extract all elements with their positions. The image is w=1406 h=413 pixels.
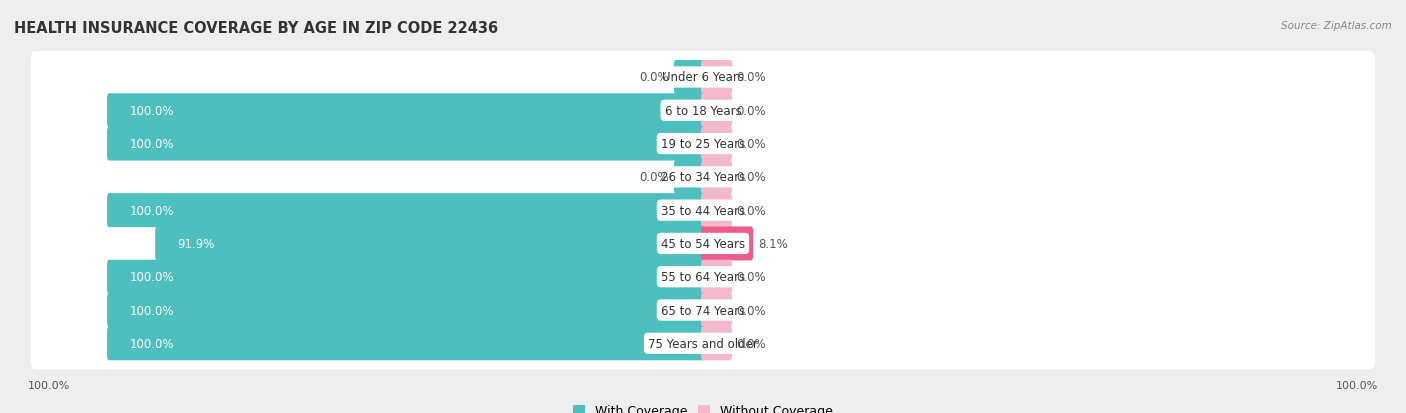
- FancyBboxPatch shape: [673, 161, 704, 195]
- FancyBboxPatch shape: [673, 61, 704, 95]
- FancyBboxPatch shape: [702, 227, 754, 261]
- Text: 55 to 64 Years: 55 to 64 Years: [661, 271, 745, 284]
- Text: 0.0%: 0.0%: [640, 171, 669, 184]
- Text: 8.1%: 8.1%: [758, 237, 787, 250]
- FancyBboxPatch shape: [107, 327, 704, 361]
- FancyBboxPatch shape: [702, 194, 733, 228]
- Text: Under 6 Years: Under 6 Years: [662, 71, 744, 84]
- Text: 0.0%: 0.0%: [737, 171, 766, 184]
- Text: 0.0%: 0.0%: [737, 71, 766, 84]
- FancyBboxPatch shape: [107, 94, 704, 128]
- FancyBboxPatch shape: [702, 161, 733, 195]
- Text: 0.0%: 0.0%: [737, 304, 766, 317]
- FancyBboxPatch shape: [107, 194, 704, 228]
- Text: Source: ZipAtlas.com: Source: ZipAtlas.com: [1281, 21, 1392, 31]
- FancyBboxPatch shape: [31, 318, 1375, 369]
- Text: 35 to 44 Years: 35 to 44 Years: [661, 204, 745, 217]
- FancyBboxPatch shape: [31, 218, 1375, 270]
- Text: 75 Years and older: 75 Years and older: [648, 337, 758, 350]
- FancyBboxPatch shape: [702, 260, 733, 294]
- FancyBboxPatch shape: [31, 285, 1375, 336]
- FancyBboxPatch shape: [31, 185, 1375, 237]
- FancyBboxPatch shape: [702, 61, 733, 95]
- FancyBboxPatch shape: [155, 227, 704, 261]
- FancyBboxPatch shape: [31, 85, 1375, 137]
- FancyBboxPatch shape: [702, 94, 733, 128]
- Text: 26 to 34 Years: 26 to 34 Years: [661, 171, 745, 184]
- Text: 100.0%: 100.0%: [28, 380, 70, 390]
- Text: 0.0%: 0.0%: [737, 204, 766, 217]
- Text: 91.9%: 91.9%: [177, 237, 215, 250]
- Text: 100.0%: 100.0%: [129, 304, 174, 317]
- FancyBboxPatch shape: [107, 260, 704, 294]
- Text: 65 to 74 Years: 65 to 74 Years: [661, 304, 745, 317]
- Text: 0.0%: 0.0%: [640, 71, 669, 84]
- FancyBboxPatch shape: [702, 127, 733, 161]
- FancyBboxPatch shape: [107, 127, 704, 161]
- Text: 45 to 54 Years: 45 to 54 Years: [661, 237, 745, 250]
- Text: 19 to 25 Years: 19 to 25 Years: [661, 138, 745, 151]
- Text: 100.0%: 100.0%: [1336, 380, 1378, 390]
- FancyBboxPatch shape: [702, 327, 733, 361]
- Text: 0.0%: 0.0%: [737, 337, 766, 350]
- Text: 0.0%: 0.0%: [737, 138, 766, 151]
- Text: 100.0%: 100.0%: [129, 271, 174, 284]
- Text: 100.0%: 100.0%: [129, 337, 174, 350]
- Text: 100.0%: 100.0%: [129, 138, 174, 151]
- FancyBboxPatch shape: [31, 52, 1375, 104]
- Text: 6 to 18 Years: 6 to 18 Years: [665, 104, 741, 117]
- Text: HEALTH INSURANCE COVERAGE BY AGE IN ZIP CODE 22436: HEALTH INSURANCE COVERAGE BY AGE IN ZIP …: [14, 21, 498, 36]
- FancyBboxPatch shape: [31, 251, 1375, 303]
- Legend: With Coverage, Without Coverage: With Coverage, Without Coverage: [572, 404, 834, 413]
- Text: 0.0%: 0.0%: [737, 271, 766, 284]
- FancyBboxPatch shape: [107, 293, 704, 327]
- Text: 100.0%: 100.0%: [129, 204, 174, 217]
- FancyBboxPatch shape: [702, 293, 733, 327]
- FancyBboxPatch shape: [31, 152, 1375, 203]
- Text: 0.0%: 0.0%: [737, 104, 766, 117]
- FancyBboxPatch shape: [31, 118, 1375, 170]
- Text: 100.0%: 100.0%: [129, 104, 174, 117]
